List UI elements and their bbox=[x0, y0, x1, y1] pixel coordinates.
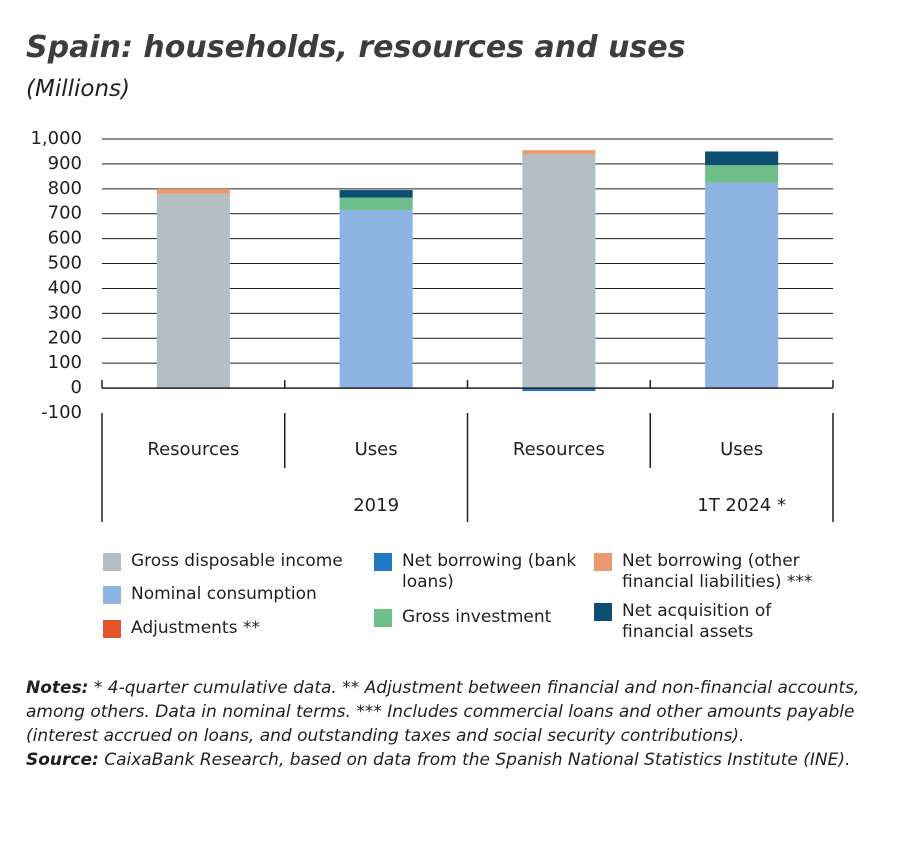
y-tick-label: 0 bbox=[71, 377, 82, 398]
bar-segment bbox=[522, 388, 596, 392]
source-label: Source: bbox=[26, 750, 99, 770]
y-tick-label: 300 bbox=[48, 302, 82, 323]
chart-subtitle: (Millions) bbox=[26, 76, 130, 102]
bar-segment bbox=[705, 165, 779, 183]
bar-segment bbox=[156, 193, 230, 389]
bar-segment bbox=[339, 197, 413, 210]
legend-item: Adjustments ** bbox=[103, 618, 363, 639]
legend-label: Adjustments ** bbox=[131, 618, 260, 638]
notes: Notes: * 4-quarter cumulative data. ** A… bbox=[26, 676, 876, 772]
legend-label: Gross disposable income bbox=[131, 551, 343, 571]
legend-swatch bbox=[594, 553, 612, 571]
x-tick-label: Resources bbox=[147, 439, 239, 460]
bar-segment bbox=[156, 188, 230, 194]
chart: -100 0 100 200 300 400 500 600 700 800 900 1,000 Res… bbox=[30, 128, 834, 522]
y-tick-label: 400 bbox=[48, 277, 82, 298]
y-tick-label: -100 bbox=[41, 402, 82, 423]
legend-swatch bbox=[103, 620, 121, 638]
y-tick-label: 900 bbox=[48, 153, 82, 174]
y-tick-label: 500 bbox=[48, 253, 82, 274]
legend-swatch bbox=[374, 609, 392, 627]
chart-title: Spain: households, resources and uses bbox=[26, 30, 686, 65]
source-text: CaixaBank Research, based on data from t… bbox=[98, 750, 851, 770]
y-tick-label: 700 bbox=[48, 203, 82, 224]
legend-swatch bbox=[374, 553, 392, 571]
x-tick-label: Uses bbox=[720, 439, 763, 460]
bar-segment bbox=[522, 153, 596, 389]
x-tick-label: Resources bbox=[513, 439, 605, 460]
y-tick-label: 1,000 bbox=[30, 128, 82, 149]
bar-segment bbox=[705, 151, 779, 166]
legend-swatch bbox=[103, 586, 121, 604]
legend-item: Net acquisition of financial assets bbox=[594, 601, 834, 643]
legend-swatch bbox=[594, 603, 612, 621]
source-line: Source: CaixaBank Research, based on dat… bbox=[26, 748, 876, 772]
legend-label: Net acquisition of financial assets bbox=[622, 601, 772, 642]
bar-segment bbox=[339, 190, 413, 198]
notes-label: Notes: bbox=[26, 678, 89, 698]
y-tick-label: 200 bbox=[48, 327, 82, 348]
bar-segment bbox=[705, 182, 779, 389]
y-tick-label: 800 bbox=[48, 178, 82, 199]
group-label: 1T 2024 * bbox=[697, 495, 786, 516]
bar-segment bbox=[339, 209, 413, 389]
legend-item: Net borrowing (other financial liabiliti… bbox=[594, 551, 834, 593]
group-label: 2019 bbox=[353, 495, 399, 516]
legend-item: Gross investment bbox=[374, 607, 584, 628]
legend-item: Net borrowing (bank loans) bbox=[374, 551, 584, 593]
legend-swatch bbox=[103, 553, 121, 571]
legend-label: Gross investment bbox=[402, 607, 552, 627]
bar-segment bbox=[522, 150, 596, 154]
notes-line: Notes: * 4-quarter cumulative data. ** A… bbox=[26, 676, 876, 748]
y-tick-label: 100 bbox=[48, 352, 82, 373]
x-tick-label: Uses bbox=[355, 439, 398, 460]
legend-label: Nominal consumption bbox=[131, 584, 317, 604]
y-tick-label: 600 bbox=[48, 228, 82, 249]
notes-text: * 4-quarter cumulative data. ** Adjustme… bbox=[26, 678, 860, 746]
legend-item: Gross disposable income bbox=[103, 551, 363, 572]
legend-item: Nominal consumption bbox=[103, 584, 363, 605]
legend: Gross disposable income Nominal consumpti… bbox=[103, 551, 843, 651]
legend-label: Net borrowing (bank loans) bbox=[402, 551, 577, 592]
legend-label: Net borrowing (other financial liabiliti… bbox=[622, 551, 813, 592]
